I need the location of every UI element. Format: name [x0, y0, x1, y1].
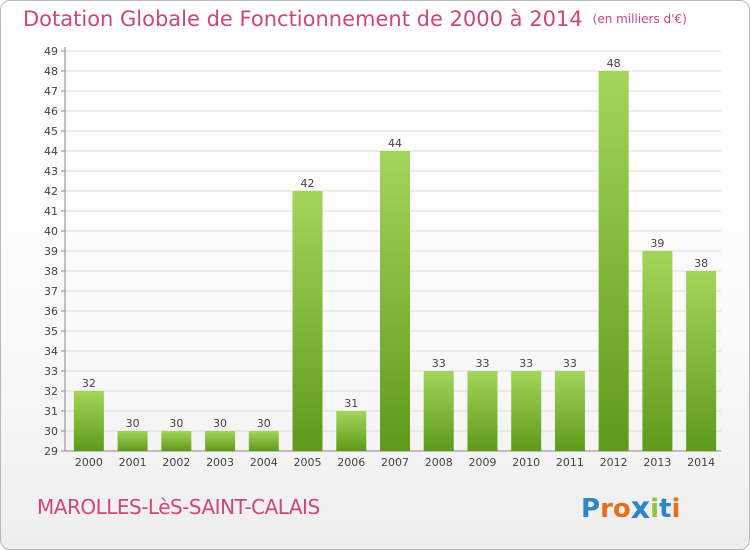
bar — [73, 391, 104, 451]
x-tick-label: 2003 — [206, 456, 234, 469]
x-tick-label: 2005 — [294, 456, 322, 469]
x-tick-label: 2000 — [75, 456, 103, 469]
data-label: 38 — [694, 257, 708, 270]
bar — [248, 431, 279, 451]
bar — [336, 411, 367, 451]
data-label: 30 — [213, 417, 227, 430]
chart-unit: (en milliers d'€) — [592, 12, 687, 26]
chart-title-text: Dotation Globale de Fonctionnement de 20… — [23, 7, 583, 31]
x-tick-label: 2010 — [512, 456, 540, 469]
y-tick-label: 30 — [44, 425, 58, 438]
logo-letter: P — [581, 494, 601, 524]
logo-letter: x — [630, 491, 651, 526]
y-tick-label: 34 — [44, 345, 58, 358]
proxiti-logo: Proxiti — [581, 490, 681, 526]
bar — [423, 371, 454, 451]
y-tick-label: 44 — [44, 145, 58, 158]
y-tick-label: 29 — [44, 445, 58, 458]
y-tick-label: 31 — [44, 405, 58, 418]
data-label: 31 — [344, 397, 358, 410]
x-tick-label: 2009 — [468, 456, 496, 469]
y-tick-label: 38 — [44, 265, 58, 278]
y-tick-label: 32 — [44, 385, 58, 398]
data-label: 39 — [650, 237, 664, 250]
y-tick-label: 46 — [44, 105, 58, 118]
logo-letter: t — [659, 494, 672, 524]
x-tick-label: 2004 — [250, 456, 278, 469]
y-tick-label: 42 — [44, 185, 58, 198]
y-tick-label: 49 — [44, 45, 58, 58]
x-tick-label: 2014 — [687, 456, 715, 469]
y-tick-label: 41 — [44, 205, 58, 218]
x-tick-label: 2011 — [556, 456, 584, 469]
data-label: 44 — [388, 137, 402, 150]
x-tick-label: 2007 — [381, 456, 409, 469]
y-tick-label: 33 — [44, 365, 58, 378]
data-label: 42 — [301, 177, 315, 190]
data-label: 33 — [519, 357, 533, 370]
data-label: 32 — [82, 377, 96, 390]
y-tick-label: 37 — [44, 285, 58, 298]
y-tick-label: 47 — [44, 85, 58, 98]
y-tick-label: 48 — [44, 65, 58, 78]
y-tick-label: 39 — [44, 245, 58, 258]
x-tick-label: 2006 — [337, 456, 365, 469]
bar — [554, 371, 585, 451]
logo-letter: o — [612, 494, 631, 524]
bar — [511, 371, 542, 451]
bar — [292, 191, 323, 451]
bar — [380, 151, 410, 451]
data-label: 30 — [257, 417, 271, 430]
commune-name: MAROLLES-LèS-SAINT-CALAIS — [37, 495, 320, 519]
bar — [598, 71, 629, 451]
data-label: 48 — [607, 57, 621, 70]
x-tick-label: 2012 — [600, 456, 628, 469]
bar — [642, 251, 673, 451]
data-label: 30 — [126, 417, 140, 430]
x-tick-label: 2002 — [162, 456, 190, 469]
data-label: 33 — [563, 357, 577, 370]
y-tick-label: 40 — [44, 225, 58, 238]
bar — [161, 431, 192, 451]
y-tick-label: 36 — [44, 305, 58, 318]
x-tick-label: 2013 — [643, 456, 671, 469]
data-label: 33 — [432, 357, 446, 370]
logo-letter: i — [650, 494, 660, 524]
chart-title: Dotation Globale de Fonctionnement de 20… — [23, 7, 687, 31]
bar — [686, 271, 717, 451]
y-tick-label: 45 — [44, 125, 58, 138]
y-tick-label: 43 — [44, 165, 58, 178]
logo-letter: i — [671, 494, 681, 524]
x-tick-label: 2008 — [425, 456, 453, 469]
bar — [205, 431, 236, 451]
bar — [117, 431, 148, 451]
data-label: 30 — [169, 417, 183, 430]
y-tick-label: 35 — [44, 325, 58, 338]
logo-letter: r — [600, 494, 613, 524]
bar — [467, 371, 498, 451]
x-tick-label: 2001 — [119, 456, 147, 469]
data-label: 33 — [475, 357, 489, 370]
